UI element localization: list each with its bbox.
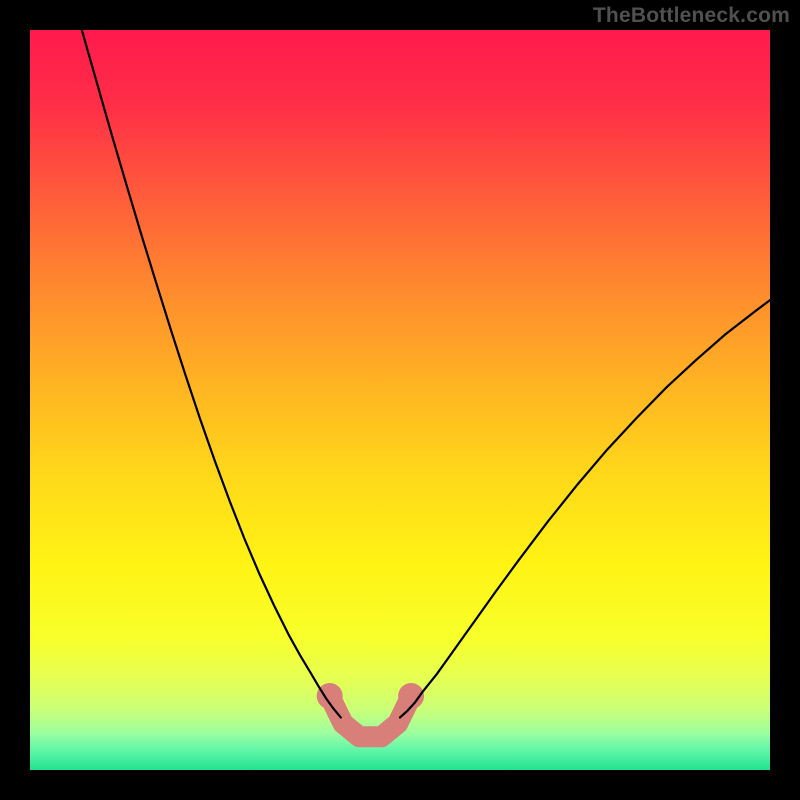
- chart-container: TheBottleneck.com: [0, 0, 800, 800]
- chart-svg: [30, 30, 770, 770]
- gradient-background: [30, 30, 770, 770]
- watermark-text: TheBottleneck.com: [593, 4, 790, 28]
- plot-area: [30, 30, 770, 770]
